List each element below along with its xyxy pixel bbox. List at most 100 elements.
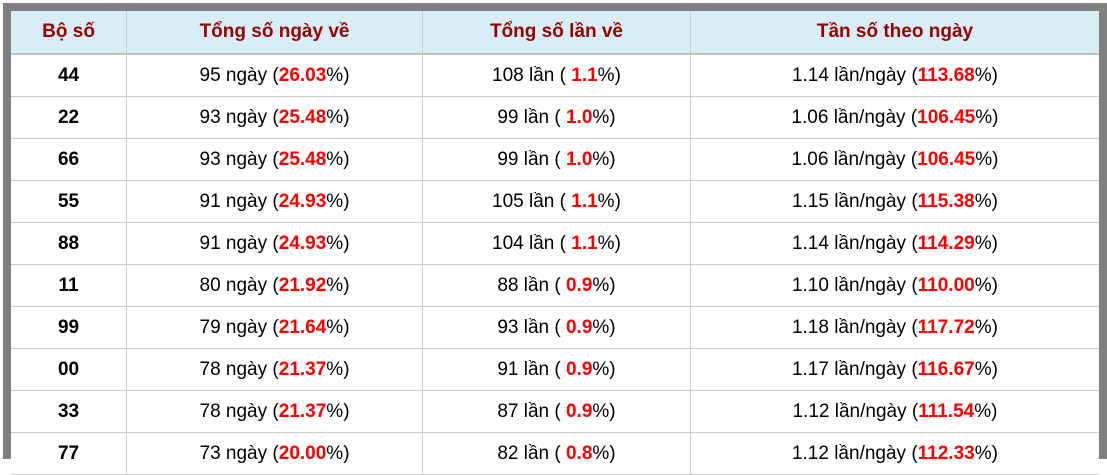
- value-text: %): [974, 358, 998, 380]
- value-text: %): [326, 316, 350, 338]
- value-text: %): [326, 400, 350, 422]
- cell-total-days: 73 ngày (20.00%): [126, 432, 423, 475]
- pair-number: 00: [57, 358, 80, 380]
- cell-pair: 22: [11, 96, 127, 139]
- table-row: 22 93 ngày (25.48%) 99 lần ( 1.0%) 1.06 lần…: [11, 96, 1099, 139]
- header-row: Bộ số Tổng số ngày về Tổng số lần về Tần…: [11, 11, 1099, 55]
- percentage-highlight: 21.37: [278, 400, 327, 422]
- value-text: %): [326, 190, 350, 212]
- value-text: 82 lần (: [497, 442, 566, 464]
- cell-frequency: 1.15 lần/ngày (115.38%): [689, 180, 1099, 223]
- percentage-highlight: 1.1: [571, 64, 598, 86]
- lottery-pair-statistics-table: Bộ số Tổng số ngày về Tổng số lần về Tần…: [11, 11, 1099, 475]
- pair-number: 22: [57, 106, 80, 128]
- percentage-highlight: 106.45: [917, 106, 976, 128]
- value-text: %): [592, 106, 616, 128]
- value-text: %): [326, 358, 350, 380]
- column-header-frequency: Tần số theo ngày: [689, 11, 1099, 55]
- cell-total-times: 91 lần ( 0.9%): [422, 348, 691, 391]
- value-text: 1.17 lần/ngày (: [791, 358, 918, 380]
- value-text: 93 lần (: [497, 316, 566, 338]
- percentage-highlight: 0.9: [565, 358, 593, 380]
- table-row: 00 78 ngày (21.37%) 91 lần ( 0.9%) 1.17 lần…: [11, 348, 1099, 391]
- value-text: %): [974, 64, 998, 86]
- value-text: 87 lần (: [497, 400, 566, 422]
- percentage-highlight: 110.00: [917, 274, 975, 296]
- value-text: %): [592, 274, 616, 296]
- value-text: %): [974, 232, 998, 254]
- table-row: 33 78 ngày (21.37%) 87 lần ( 0.9%) 1.12 lần…: [11, 390, 1099, 433]
- percentage-highlight: 21.92: [278, 274, 327, 296]
- value-text: 1.14 lần/ngày (: [791, 64, 918, 86]
- pair-number: 88: [57, 232, 80, 254]
- cell-frequency: 1.14 lần/ngày (114.29%): [689, 222, 1099, 265]
- table-row: 44 95 ngày (26.03%) 108 lần ( 1.1%) 1.14 lầ…: [11, 54, 1099, 97]
- value-text: %): [326, 442, 350, 464]
- cell-pair: 99: [11, 306, 127, 349]
- percentage-highlight: 117.72: [917, 316, 975, 338]
- pair-number: 77: [57, 442, 80, 464]
- value-text: 78 ngày (: [199, 400, 279, 422]
- cell-pair: 55: [11, 180, 127, 223]
- value-text: %): [974, 190, 998, 212]
- value-text: %): [592, 358, 616, 380]
- value-text: 1.06 lần/ngày (: [791, 148, 918, 170]
- value-text: %): [592, 400, 616, 422]
- cell-pair: 77: [11, 432, 127, 475]
- value-text: 78 ngày (: [199, 358, 279, 380]
- value-text: 108 lần (: [492, 64, 572, 86]
- percentage-highlight: 116.67: [917, 358, 975, 380]
- percentage-highlight: 0.9: [565, 316, 593, 338]
- cell-total-times: 88 lần ( 0.9%): [422, 264, 691, 307]
- value-text: %): [974, 400, 998, 422]
- cell-total-days: 93 ngày (25.48%): [126, 96, 423, 139]
- pair-number: 66: [57, 148, 80, 170]
- percentage-highlight: 112.33: [917, 442, 975, 464]
- percentage-highlight: 25.48: [278, 106, 327, 128]
- percentage-highlight: 21.37: [278, 358, 327, 380]
- cell-pair: 00: [11, 348, 127, 391]
- percentage-highlight: 0.8: [565, 442, 593, 464]
- percentage-highlight: 0.9: [565, 400, 593, 422]
- value-text: 1.15 lần/ngày (: [791, 190, 918, 212]
- value-text: 1.10 lần/ngày (: [791, 274, 918, 296]
- value-text: %): [974, 442, 998, 464]
- value-text: %): [592, 148, 616, 170]
- value-text: 91 lần (: [497, 358, 566, 380]
- value-text: %): [597, 64, 621, 86]
- cell-pair: 11: [11, 264, 127, 307]
- cell-frequency: 1.06 lần/ngày (106.45%): [689, 138, 1099, 181]
- cell-pair: 44: [11, 54, 127, 97]
- column-header-days: Tổng số ngày về: [126, 11, 423, 55]
- value-text: 99 lần (: [497, 148, 566, 170]
- table-row: 99 79 ngày (21.64%) 93 lần ( 0.9%) 1.18 lần…: [11, 306, 1099, 349]
- percentage-highlight: 1.1: [571, 190, 598, 212]
- value-text: 1.18 lần/ngày (: [791, 316, 918, 338]
- pair-number: 11: [58, 274, 79, 296]
- value-text: 104 lần (: [492, 232, 572, 254]
- cell-total-times: 87 lần ( 0.9%): [422, 390, 691, 433]
- value-text: %): [975, 148, 999, 170]
- value-text: 91 ngày (: [199, 190, 279, 212]
- cell-total-times: 105 lần ( 1.1%): [422, 180, 691, 223]
- cell-total-times: 99 lần ( 1.0%): [422, 96, 691, 139]
- percentage-highlight: 115.38: [917, 190, 975, 212]
- value-text: %): [975, 106, 999, 128]
- cell-total-days: 95 ngày (26.03%): [126, 54, 423, 97]
- cell-frequency: 1.12 lần/ngày (111.54%): [689, 390, 1099, 433]
- cell-total-times: 99 lần ( 1.0%): [422, 138, 691, 181]
- cell-pair: 88: [11, 222, 127, 265]
- cell-frequency: 1.12 lần/ngày (112.33%): [689, 432, 1099, 475]
- cell-pair: 33: [11, 390, 127, 433]
- percentage-highlight: 20.00: [278, 442, 327, 464]
- value-text: %): [326, 148, 350, 170]
- percentage-highlight: 1.0: [565, 148, 593, 170]
- cell-frequency: 1.10 lần/ngày (110.00%): [689, 264, 1099, 307]
- value-text: 1.12 lần/ngày (: [792, 400, 919, 422]
- pair-number: 33: [57, 400, 80, 422]
- value-text: %): [326, 106, 350, 128]
- pair-number: 99: [57, 316, 80, 338]
- value-text: %): [592, 442, 616, 464]
- value-text: 1.06 lần/ngày (: [791, 106, 918, 128]
- value-text: %): [974, 274, 998, 296]
